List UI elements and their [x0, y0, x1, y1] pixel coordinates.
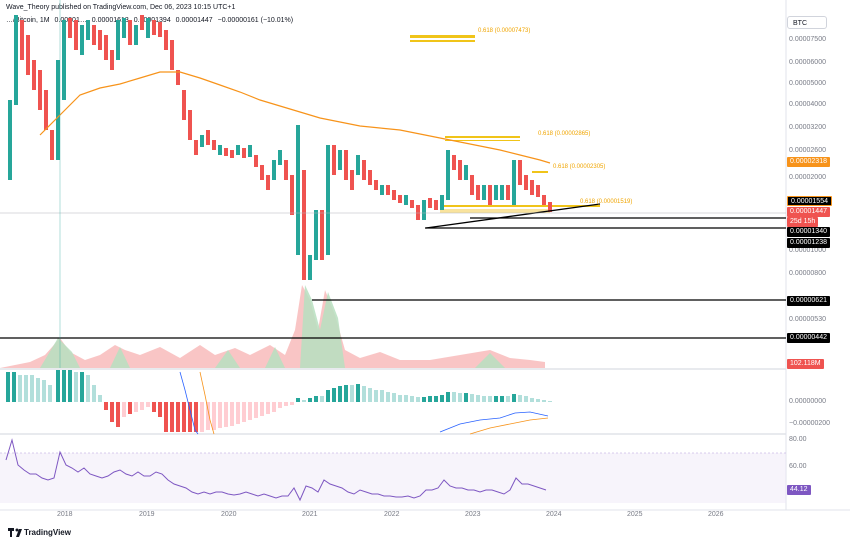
- price-tick: 0.00000800: [789, 270, 826, 277]
- chart-header: Wave_Theory published on TradingView.com…: [6, 4, 239, 11]
- ema-line[interactable]: [39, 71, 551, 164]
- author-line: Wave_Theory published on TradingView.com…: [6, 4, 236, 11]
- rsi-tick: 60.00: [789, 463, 807, 470]
- price-tick: 0.00007500: [789, 36, 826, 43]
- volume-area: [0, 285, 545, 368]
- countdown-tag: 25d 15h: [787, 217, 819, 227]
- ema-price-tag: 0.00002318: [787, 157, 830, 167]
- macd-histogram: [6, 370, 552, 435]
- level-tag: 0.00001238: [787, 238, 830, 248]
- symbol-pair[interactable]: …/Bitcoin, 1M: [6, 17, 50, 24]
- ohlc-close: 0.00001447: [175, 17, 213, 24]
- level-tag: 0.00001554: [787, 196, 832, 206]
- ohlc-change: −0.00000161 (−10.01%): [217, 17, 294, 24]
- tradingview-icon: [8, 528, 22, 538]
- fib-label: 0.618 (0.00001519): [580, 199, 633, 205]
- rsi-pane: [0, 438, 786, 503]
- last-price-tag: 0.00001447: [787, 207, 830, 217]
- rsi-value-tag: 44.12: [787, 485, 811, 495]
- price-tick: 0.00000530: [789, 316, 826, 323]
- level-tag: 0.00000621: [787, 296, 830, 306]
- x-tick: 2020: [221, 511, 237, 518]
- level-tag: 0.00000442: [787, 333, 830, 343]
- ohlc-high: 0.00001613: [91, 17, 129, 24]
- x-tick: 2022: [384, 511, 400, 518]
- x-tick: 2023: [465, 511, 481, 518]
- currency-button[interactable]: BTC: [787, 16, 827, 29]
- x-tick: 2025: [627, 511, 643, 518]
- x-tick: 2021: [302, 511, 318, 518]
- fib-label: 0.618 (0.00002305): [553, 164, 606, 170]
- price-tick: 0.00001000: [789, 247, 826, 254]
- macd-tick: 0.00000000: [789, 398, 826, 405]
- x-tick: 2026: [708, 511, 724, 518]
- price-candles[interactable]: [8, 15, 552, 280]
- price-tick: 0.00006000: [789, 59, 826, 66]
- volume-tag: 102.118M: [787, 359, 824, 369]
- brand-name: TradingView: [24, 528, 71, 537]
- macd-tick: −0.00000200: [789, 420, 831, 427]
- x-tick: 2019: [139, 511, 155, 518]
- fib-levels[interactable]: [410, 35, 600, 213]
- brand-logo[interactable]: TradingView: [8, 528, 71, 538]
- fib-label: 0.618 (0.00002865): [538, 131, 591, 137]
- price-tick: 0.00003200: [789, 124, 826, 131]
- support-lines[interactable]: [0, 0, 786, 368]
- x-tick: 2018: [57, 511, 73, 518]
- price-tick: 0.00002600: [789, 147, 826, 154]
- fib-label: 0.618 (0.00007473): [478, 28, 531, 34]
- price-tick: 0.00005000: [789, 80, 826, 87]
- x-tick: 2024: [546, 511, 562, 518]
- level-tag: 0.00001340: [787, 227, 830, 237]
- rsi-tick: 80.00: [789, 436, 807, 443]
- price-tick: 0.00004000: [789, 101, 826, 108]
- price-tick: 0.00002000: [789, 174, 826, 181]
